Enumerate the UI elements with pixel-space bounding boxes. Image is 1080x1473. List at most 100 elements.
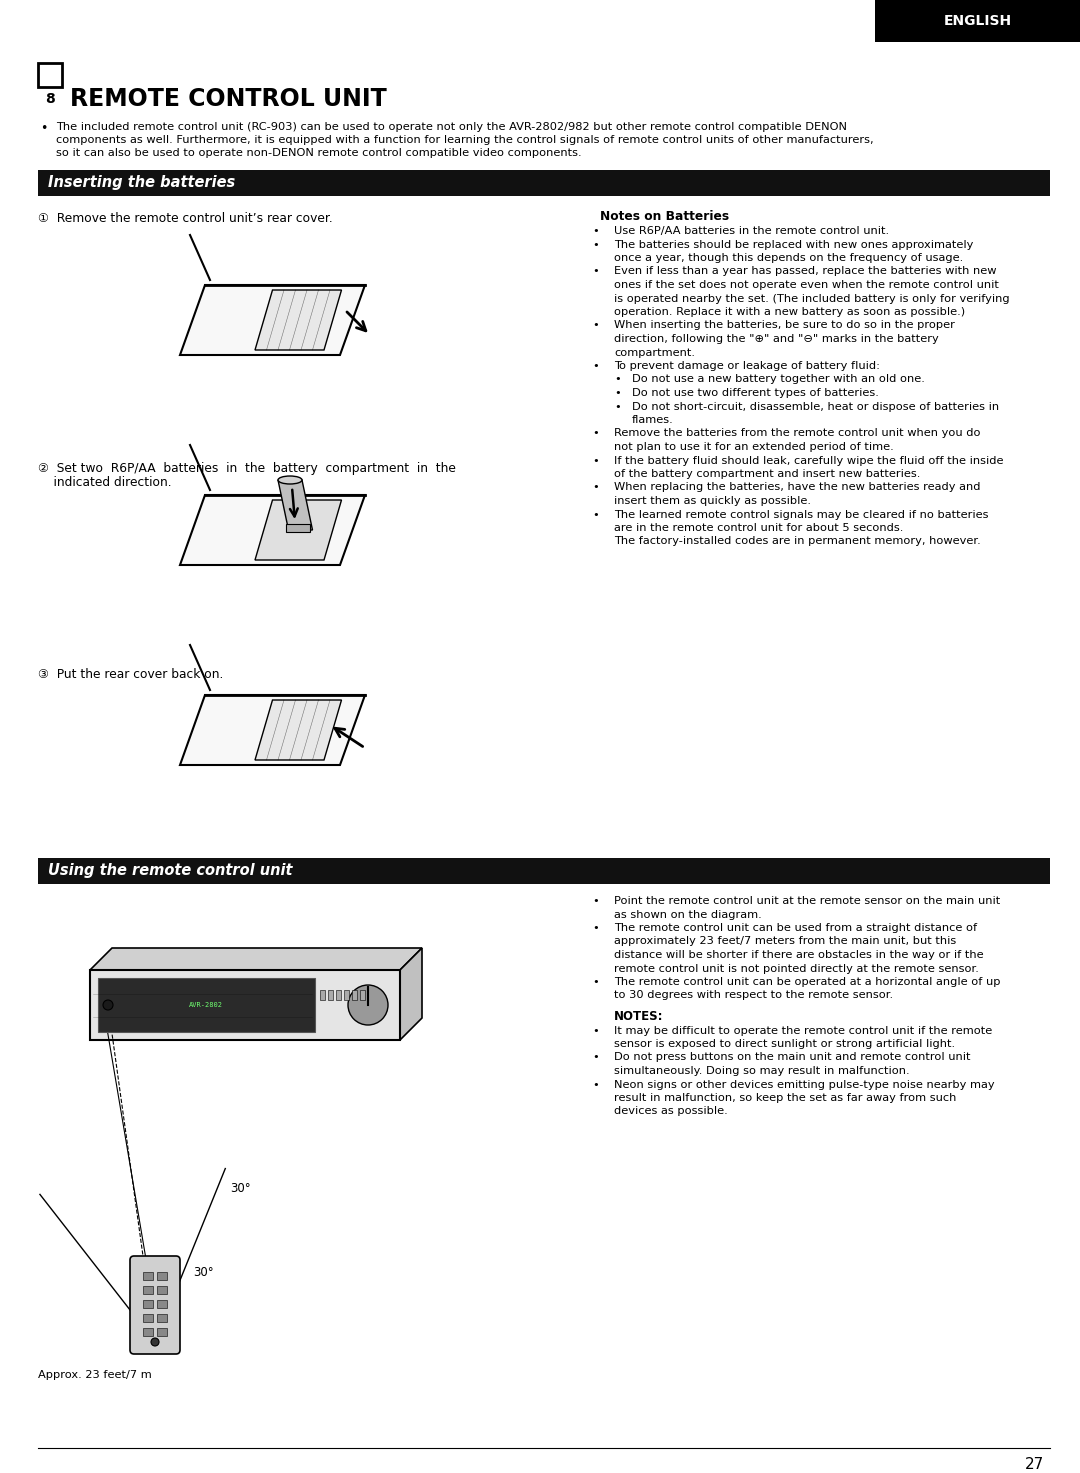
Text: Approx. 23 feet/7 m: Approx. 23 feet/7 m (38, 1370, 152, 1380)
Text: •: • (592, 225, 599, 236)
Text: once a year, though this depends on the frequency of usage.: once a year, though this depends on the … (615, 253, 963, 264)
Text: of the battery compartment and insert new batteries.: of the battery compartment and insert ne… (615, 468, 920, 479)
Text: Remove the batteries from the remote control unit when you do: Remove the batteries from the remote con… (615, 429, 981, 439)
Bar (157, 1286, 167, 1293)
Text: •: • (592, 510, 599, 520)
Bar (38, 857, 1050, 884)
Text: •: • (592, 455, 599, 465)
Bar (352, 990, 357, 1000)
FancyBboxPatch shape (130, 1256, 180, 1354)
Text: so it can also be used to operate non-DENON remote control compatible video comp: so it can also be used to operate non-DE… (56, 147, 582, 158)
Text: •: • (615, 387, 621, 398)
Circle shape (103, 1000, 113, 1010)
Text: sensor is exposed to direct sunlight or strong artificial light.: sensor is exposed to direct sunlight or … (615, 1038, 955, 1049)
Text: To prevent damage or leakage of battery fluid:: To prevent damage or leakage of battery … (615, 361, 880, 371)
Text: ones if the set does not operate even when the remote control unit: ones if the set does not operate even wh… (615, 280, 999, 290)
Text: Point the remote control unit at the remote sensor on the main unit: Point the remote control unit at the rem… (615, 896, 1000, 906)
Text: ①  Remove the remote control unit’s rear cover.: ① Remove the remote control unit’s rear … (38, 212, 333, 225)
Text: ENGLISH: ENGLISH (944, 15, 1012, 28)
Polygon shape (90, 949, 422, 971)
Bar (157, 1329, 167, 1336)
Polygon shape (255, 499, 341, 560)
Text: flames.: flames. (632, 415, 674, 426)
Text: 27: 27 (1024, 1457, 1043, 1472)
Text: Do not use two different types of batteries.: Do not use two different types of batter… (632, 387, 879, 398)
Text: When inserting the batteries, be sure to do so in the proper: When inserting the batteries, be sure to… (615, 321, 955, 330)
Text: approximately 23 feet/7 meters from the main unit, but this: approximately 23 feet/7 meters from the … (615, 937, 956, 947)
Text: Neon signs or other devices emitting pulse-type noise nearby may: Neon signs or other devices emitting pul… (615, 1080, 995, 1090)
Text: direction, following the "⊕" and "⊖" marks in the battery: direction, following the "⊕" and "⊖" mar… (615, 334, 939, 345)
Text: •: • (592, 483, 599, 492)
Text: The remote control unit can be operated at a horizontal angle of up: The remote control unit can be operated … (615, 977, 1000, 987)
Text: •: • (592, 1080, 599, 1090)
Circle shape (348, 985, 388, 1025)
Text: ③  Put the rear cover back on.: ③ Put the rear cover back on. (38, 667, 224, 681)
Bar (157, 1273, 167, 1280)
Polygon shape (285, 524, 310, 532)
Text: •: • (592, 361, 599, 371)
Text: •: • (592, 1053, 599, 1062)
Bar (360, 990, 365, 1000)
Bar (143, 1314, 153, 1321)
Text: as shown on the diagram.: as shown on the diagram. (615, 909, 761, 919)
Text: devices as possible.: devices as possible. (615, 1106, 728, 1117)
Polygon shape (255, 700, 341, 760)
Text: 8: 8 (45, 91, 55, 106)
Text: Do not press buttons on the main unit and remote control unit: Do not press buttons on the main unit an… (615, 1053, 971, 1062)
Text: Do not use a new battery together with an old one.: Do not use a new battery together with a… (632, 374, 924, 384)
Bar (157, 1314, 167, 1321)
Polygon shape (90, 971, 400, 1040)
Bar (143, 1286, 153, 1293)
Bar (328, 990, 333, 1000)
Bar (157, 1301, 167, 1308)
Text: Inserting the batteries: Inserting the batteries (48, 175, 235, 190)
Bar (143, 1301, 153, 1308)
Text: REMOTE CONTROL UNIT: REMOTE CONTROL UNIT (70, 87, 387, 110)
Text: •: • (592, 267, 599, 277)
Text: 30°: 30° (230, 1181, 251, 1195)
Bar (143, 1329, 153, 1336)
Text: •: • (592, 240, 599, 249)
Bar (38, 169, 1050, 196)
Text: ②  Set two  R6P/AA  batteries  in  the  battery  compartment  in  the: ② Set two R6P/AA batteries in the batter… (38, 463, 456, 474)
Bar (320, 990, 325, 1000)
Text: When replacing the batteries, have the new batteries ready and: When replacing the batteries, have the n… (615, 483, 981, 492)
Text: Using the remote control unit: Using the remote control unit (48, 863, 293, 878)
Text: Even if less than a year has passed, replace the batteries with new: Even if less than a year has passed, rep… (615, 267, 997, 277)
Text: indicated direction.: indicated direction. (38, 476, 172, 489)
Text: It may be difficult to operate the remote control unit if the remote: It may be difficult to operate the remot… (615, 1025, 993, 1036)
Bar (336, 990, 341, 1000)
Polygon shape (278, 480, 312, 530)
Text: The batteries should be replaced with new ones approximately: The batteries should be replaced with ne… (615, 240, 973, 249)
Text: •: • (592, 321, 599, 330)
Text: is operated nearby the set. (The included battery is only for verifying: is operated nearby the set. (The include… (615, 293, 1010, 303)
Bar (98, 978, 315, 1033)
Text: simultaneously. Doing so may result in malfunction.: simultaneously. Doing so may result in m… (615, 1066, 909, 1075)
Ellipse shape (278, 476, 302, 485)
Text: are in the remote control unit for about 5 seconds.: are in the remote control unit for about… (615, 523, 903, 533)
Bar (38, 63, 62, 87)
Text: •: • (615, 402, 621, 411)
Text: not plan to use it for an extended period of time.: not plan to use it for an extended perio… (615, 442, 894, 452)
Polygon shape (180, 495, 365, 566)
Text: The learned remote control signals may be cleared if no batteries: The learned remote control signals may b… (615, 510, 988, 520)
Bar (875, 0, 1080, 43)
Text: to 30 degrees with respect to the remote sensor.: to 30 degrees with respect to the remote… (615, 990, 893, 1000)
Text: The factory-installed codes are in permanent memory, however.: The factory-installed codes are in perma… (615, 536, 981, 546)
Text: Use R6P/AA batteries in the remote control unit.: Use R6P/AA batteries in the remote contr… (615, 225, 889, 236)
Polygon shape (180, 284, 365, 355)
Text: •: • (592, 977, 599, 987)
Polygon shape (400, 949, 422, 1040)
Text: Do not short-circuit, disassemble, heat or dispose of batteries in: Do not short-circuit, disassemble, heat … (632, 402, 999, 411)
Bar (143, 1273, 153, 1280)
Text: components as well. Furthermore, it is equipped with a function for learning the: components as well. Furthermore, it is e… (56, 136, 874, 144)
Text: remote control unit is not pointed directly at the remote sensor.: remote control unit is not pointed direc… (615, 963, 978, 974)
Text: operation. Replace it with a new battery as soon as possible.): operation. Replace it with a new battery… (615, 306, 966, 317)
Text: •: • (615, 374, 621, 384)
Text: result in malfunction, so keep the set as far away from such: result in malfunction, so keep the set a… (615, 1093, 957, 1103)
Text: 30°: 30° (193, 1265, 214, 1279)
Text: If the battery fluid should leak, carefully wipe the fluid off the inside: If the battery fluid should leak, carefu… (615, 455, 1003, 465)
Text: compartment.: compartment. (615, 348, 696, 358)
Text: The included remote control unit (RC-903) can be used to operate not only the AV: The included remote control unit (RC-903… (56, 122, 847, 133)
Polygon shape (255, 290, 341, 351)
